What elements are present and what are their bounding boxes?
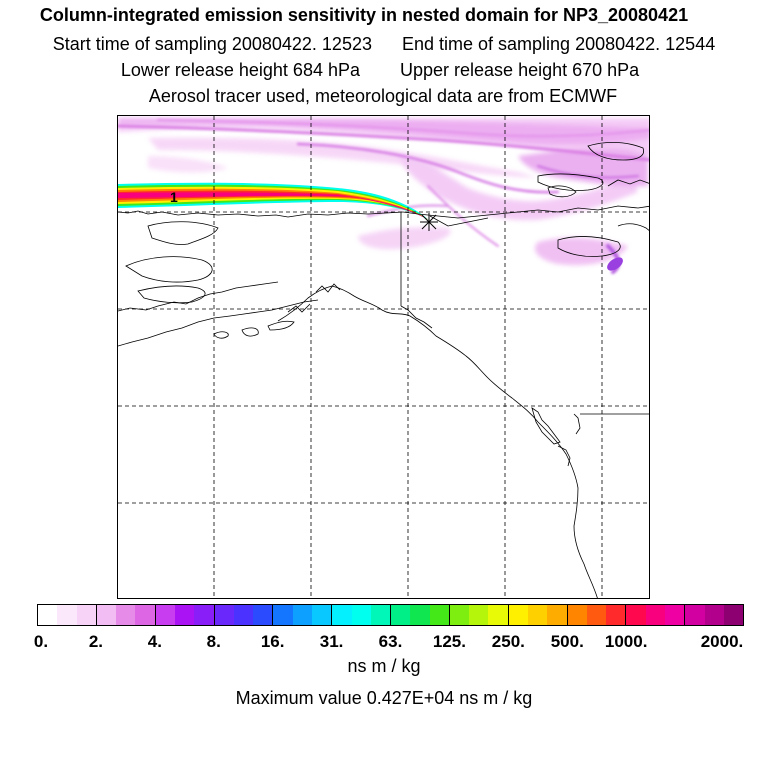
release-height-line: Lower release height 684 hPa Upper releas…	[0, 60, 764, 81]
colorbar-segment	[704, 605, 724, 625]
colorbar-segment	[57, 605, 77, 625]
colorbar-segment	[665, 605, 685, 625]
colorbar-segment	[76, 605, 96, 625]
colorbar-tick-label: 8.	[206, 632, 221, 651]
colorbar-tick-label: 500.	[550, 632, 584, 651]
upper-release-height-text: Upper release height 670 hPa	[400, 60, 640, 80]
sampling-time-line: Start time of sampling 20080422. 12523 En…	[0, 34, 768, 55]
colorbar-tick-labels: 0. 2. 4. 8. 16. 31. 63. 125. 250. 500. 1000. 2000.	[0, 632, 768, 652]
colorbar-segment	[370, 605, 391, 625]
colorbar-tick-label: 125.	[432, 632, 466, 651]
lower-release-height-text: Lower release height 684 hPa	[120, 60, 360, 80]
trajectory-plume	[118, 182, 429, 220]
colorbar-segment	[547, 605, 567, 625]
coastlines	[118, 142, 649, 598]
start-time-text: Start time of sampling 20080422. 12523	[52, 34, 372, 54]
colorbar-segment	[351, 605, 371, 625]
colorbar-segment	[154, 605, 175, 625]
colorbar-units: ns m / kg	[347, 656, 421, 676]
trajectory-start-label: 1	[170, 189, 178, 205]
colorbar-segment	[448, 605, 470, 625]
colorbar-segment	[625, 605, 646, 625]
colorbar-segment	[174, 605, 195, 625]
colorbar-segment	[684, 605, 705, 625]
colorbar-segment	[429, 605, 449, 625]
colorbar-segment	[331, 605, 352, 625]
colorbar-segment	[213, 605, 234, 625]
colorbar-segment	[645, 605, 665, 625]
colorbar-tick-label: 2.	[88, 632, 103, 651]
colorbar-segment	[723, 605, 744, 625]
map-canvas: 1	[118, 116, 649, 598]
maximum-value-text: Maximum value 0.427E+04 ns m / kg	[235, 688, 533, 708]
tracer-info-text: Aerosol tracer used, meteorological data…	[148, 86, 618, 106]
colorbar-segment	[194, 605, 214, 625]
colorbar-tick-label: 0.	[33, 632, 49, 651]
colorbar-segment	[488, 605, 508, 625]
sensitivity-streaks	[118, 119, 649, 274]
colorbar-segment	[135, 605, 155, 625]
colorbar-tick-label: 63.	[378, 632, 403, 651]
colorbar-segment	[116, 605, 136, 625]
colorbar-segment	[38, 605, 58, 625]
end-time-text: End time of sampling 20080422. 12544	[401, 34, 716, 54]
sensitivity-hotspot	[607, 257, 623, 271]
colorbar-tick-label: 31.	[319, 632, 344, 651]
colorbar-segment	[311, 605, 332, 625]
colorbar-segment	[507, 605, 529, 625]
map-panel: 1	[117, 115, 650, 599]
colorbar-tick-label: 16.	[260, 632, 285, 651]
colorbar-segment	[566, 605, 587, 625]
colorbar-segment	[606, 605, 626, 625]
colorbar-segment	[292, 605, 312, 625]
colorbar-tick-label: 2000.	[700, 632, 744, 651]
colorbar-segment	[95, 605, 117, 625]
figure-title: Column-integrated emission sensitivity i…	[39, 5, 689, 25]
colorbar-tick-label: 4.	[147, 632, 162, 651]
colorbar-tick-label: 1000.	[604, 632, 648, 651]
colorbar-segment	[253, 605, 273, 625]
release-point-marker	[420, 213, 438, 231]
colorbar-segment	[528, 605, 548, 625]
colorbar-segment	[233, 605, 254, 625]
colorbar-segment	[390, 605, 411, 625]
colorbar-segment	[469, 605, 489, 625]
colorbar-segment	[410, 605, 430, 625]
colorbar-tick-label: 250.	[491, 632, 525, 651]
colorbar	[37, 604, 744, 626]
lat-lon-grid	[118, 116, 649, 598]
colorbar-segment	[586, 605, 607, 625]
sensitivity-field	[118, 118, 649, 266]
colorbar-segment	[272, 605, 293, 625]
